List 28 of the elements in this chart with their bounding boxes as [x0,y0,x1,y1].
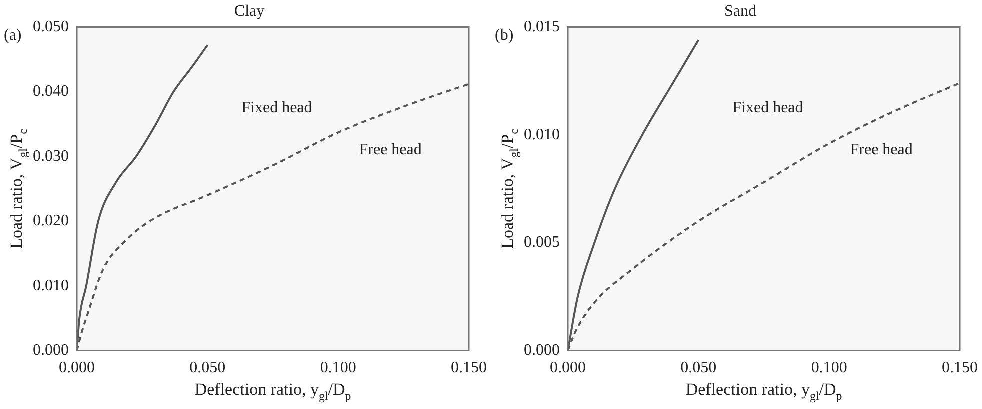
annotation: Fixed head [732,99,804,116]
y-tick-label: 0.000 [524,342,560,360]
x-tick-label: 0.050 [190,360,226,377]
y-tick-label: 0.040 [33,83,69,100]
y-axis-title: Load ratio, Vgl/Pc [498,129,522,249]
x-tick-label: 0.050 [680,360,717,377]
x-tick-label: 0.100 [811,360,848,377]
y-tick-label: 0.005 [524,234,560,252]
text: (a) [4,27,22,44]
y-tick-label: 0.010 [33,277,69,294]
x-tick-label: 0.150 [451,360,487,377]
y-tick-label: 0.030 [33,148,69,165]
text: (b) [495,27,514,44]
x-tick-label: 0.150 [942,360,978,377]
annotation: Fixed head [242,99,312,116]
chart-title: Sand [724,2,756,20]
chart-title: Clay [234,2,265,20]
y-tick-label: 0.050 [33,18,69,36]
y-tick-label: 0.010 [524,126,560,144]
x-tick-label: 0.100 [320,360,356,377]
y-axis-title: Load ratio, Vgl/Pc [7,129,30,249]
y-tick-label: 0.015 [524,18,560,36]
x-tick-label: 0.000 [550,360,586,377]
y-tick-label: 0.020 [33,212,69,230]
annotation: Free head [359,141,422,158]
y-tick-label: 0.000 [33,342,69,360]
annotation: Free head [850,141,913,158]
x-tick-label: 0.000 [59,360,95,377]
